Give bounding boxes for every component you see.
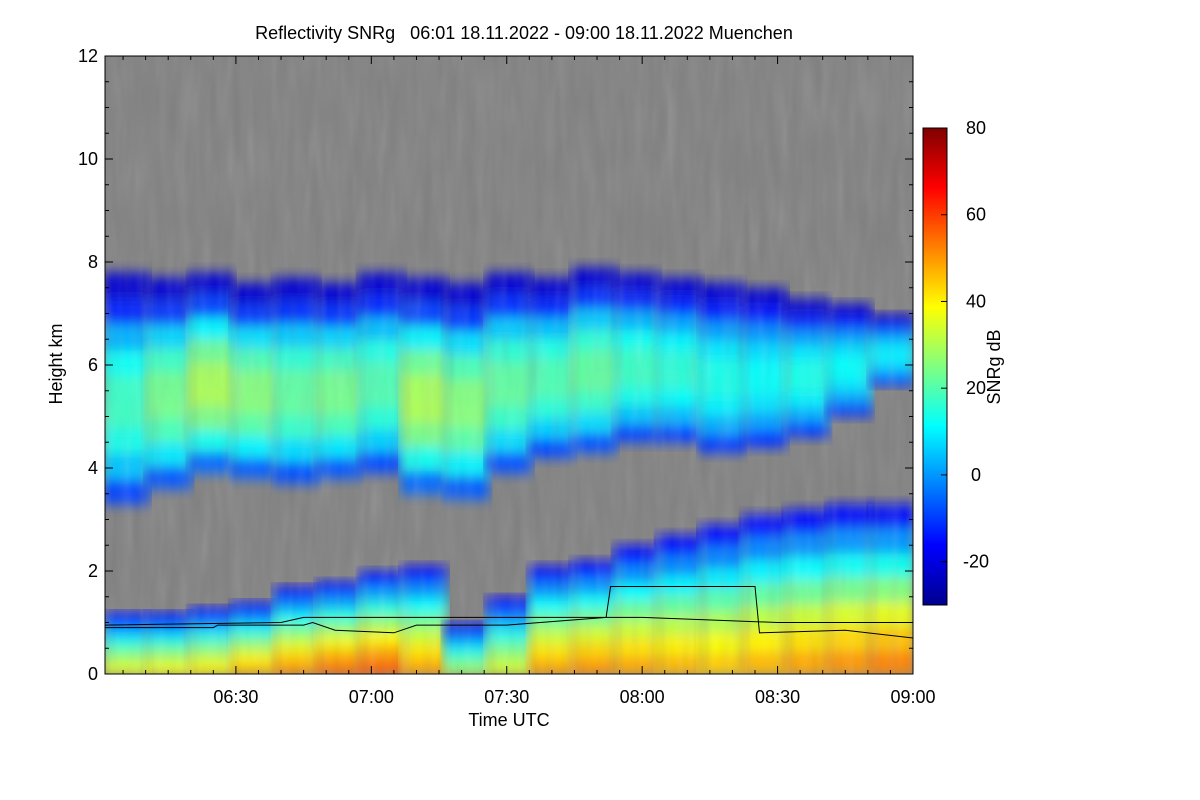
x-tick-label: 08:00 [620, 687, 665, 707]
x-axis: 06:30 07:00 07:30 08:00 08:30 09:00 [122, 56, 936, 707]
y-axis: 0 2 4 6 8 10 12 [78, 46, 913, 684]
y-axis-label: Height km [46, 323, 66, 404]
texture-overlay [105, 56, 913, 674]
y-tick-label: 12 [78, 46, 98, 66]
colorbar-label: SNRg dB [984, 329, 1004, 404]
plot-area [105, 56, 913, 674]
colorbar-tick-label: 0 [971, 465, 981, 485]
overlay-line [105, 616, 913, 626]
y-tick-label: 4 [88, 458, 98, 478]
y-tick-label: 8 [88, 252, 98, 272]
x-tick-label: 06:30 [213, 687, 258, 707]
x-tick-label: 07:30 [484, 687, 529, 707]
colorbar-tick-label: 40 [966, 291, 986, 311]
colorbar-gradient [922, 127, 948, 606]
x-tick-label: 09:00 [890, 687, 935, 707]
colorbar-tick-label: 20 [966, 378, 986, 398]
y-tick-label: 10 [78, 149, 98, 169]
colorbar: -20 0 20 40 60 80 SNRg dB [922, 118, 1004, 606]
y-tick-label: 0 [88, 664, 98, 684]
y-tick-label: 2 [88, 561, 98, 581]
colorbar-tick-label: 80 [966, 118, 986, 138]
y-tick-label: 6 [88, 355, 98, 375]
overlay-line [105, 586, 913, 639]
colorbar-tick-label: -20 [963, 552, 989, 572]
chart-title: Reflectivity SNRg 06:01 18.11.2022 - 09:… [255, 23, 793, 43]
x-tick-label: 08:30 [755, 687, 800, 707]
colorbar-ticks: -20 0 20 40 60 80 [941, 118, 989, 572]
overlay-lines [105, 586, 913, 639]
x-tick-label: 07:00 [349, 687, 394, 707]
x-axis-label: Time UTC [468, 710, 549, 730]
colorbar-tick-label: 60 [966, 205, 986, 225]
